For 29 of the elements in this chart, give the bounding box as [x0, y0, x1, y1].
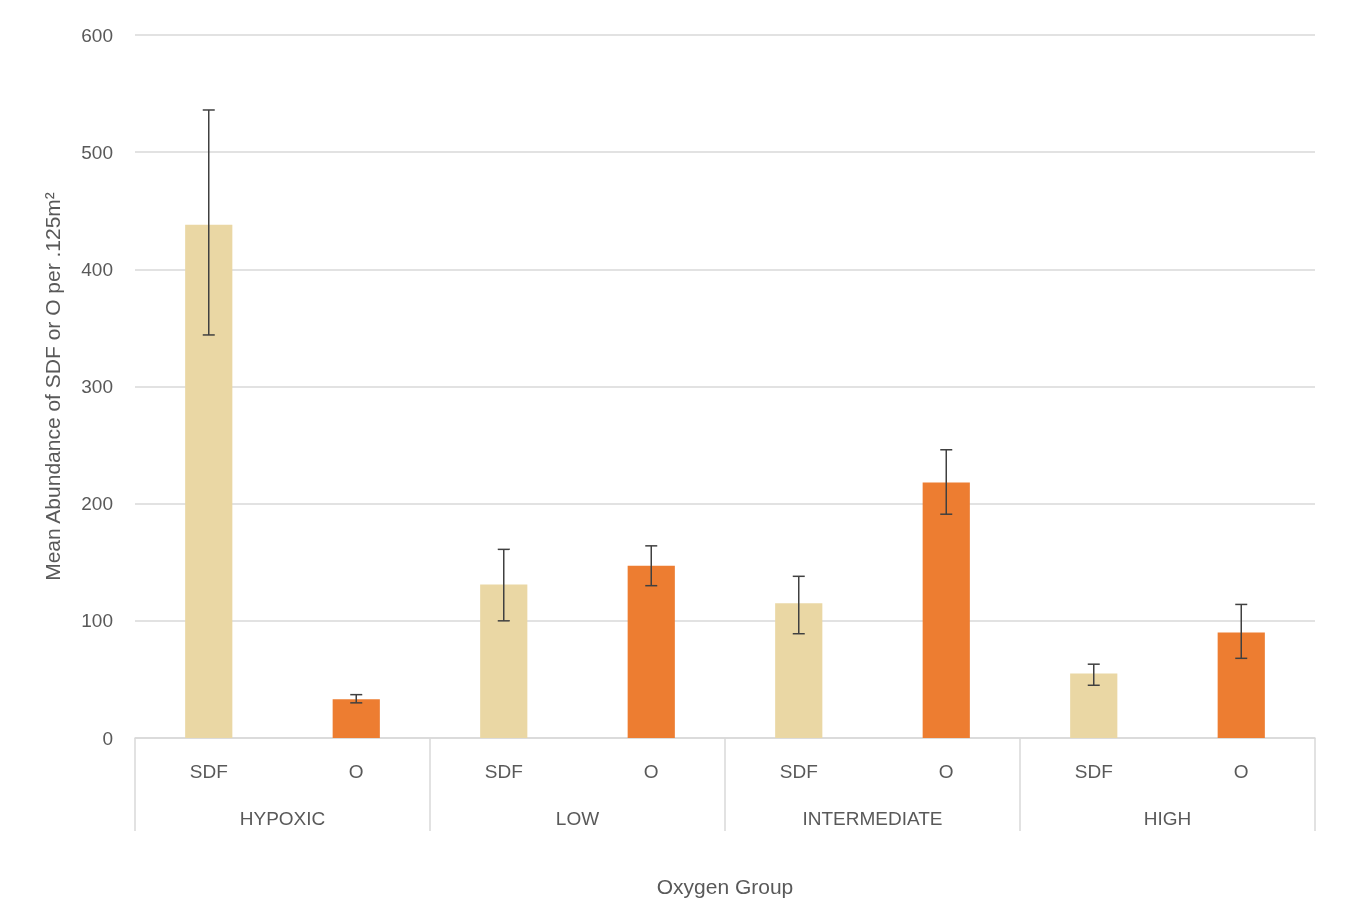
x-tick-label: SDF: [189, 761, 228, 782]
y-tick-label: 0: [102, 727, 113, 749]
x-axis-title: Oxygen Group: [656, 875, 794, 898]
x-tick-label: O: [643, 761, 659, 782]
y-tick-label: 100: [81, 610, 113, 632]
text: HIGH: [1143, 807, 1192, 829]
y-tick-label: 300: [81, 376, 113, 397]
y-tick-label: 500: [81, 141, 113, 163]
bar: [922, 482, 970, 738]
x-tick-label: O: [938, 761, 954, 782]
bar: [332, 699, 380, 738]
bar: [775, 603, 823, 738]
y-tick-label: 400: [81, 258, 113, 280]
x-tick-label: SDF: [484, 761, 523, 782]
y-tick-label: 200: [81, 493, 113, 515]
bar: [1217, 632, 1265, 738]
text: INTERMEDIATE: [802, 807, 943, 829]
y-tick-label: 600: [81, 24, 113, 46]
bar: [185, 224, 233, 738]
text: LOW: [555, 807, 600, 829]
bar: [480, 584, 528, 738]
y-axis-title: Mean Abundance of SDF or O per .125m²: [41, 192, 64, 581]
x-tick-label: SDF: [779, 761, 818, 782]
bar: [1070, 673, 1118, 738]
x-tick-label: O: [1233, 761, 1249, 782]
x-tick-label: SDF: [1074, 761, 1113, 782]
text: HYPOXIC: [239, 807, 326, 829]
x-tick-label: O: [348, 761, 364, 782]
bar: [627, 565, 675, 738]
